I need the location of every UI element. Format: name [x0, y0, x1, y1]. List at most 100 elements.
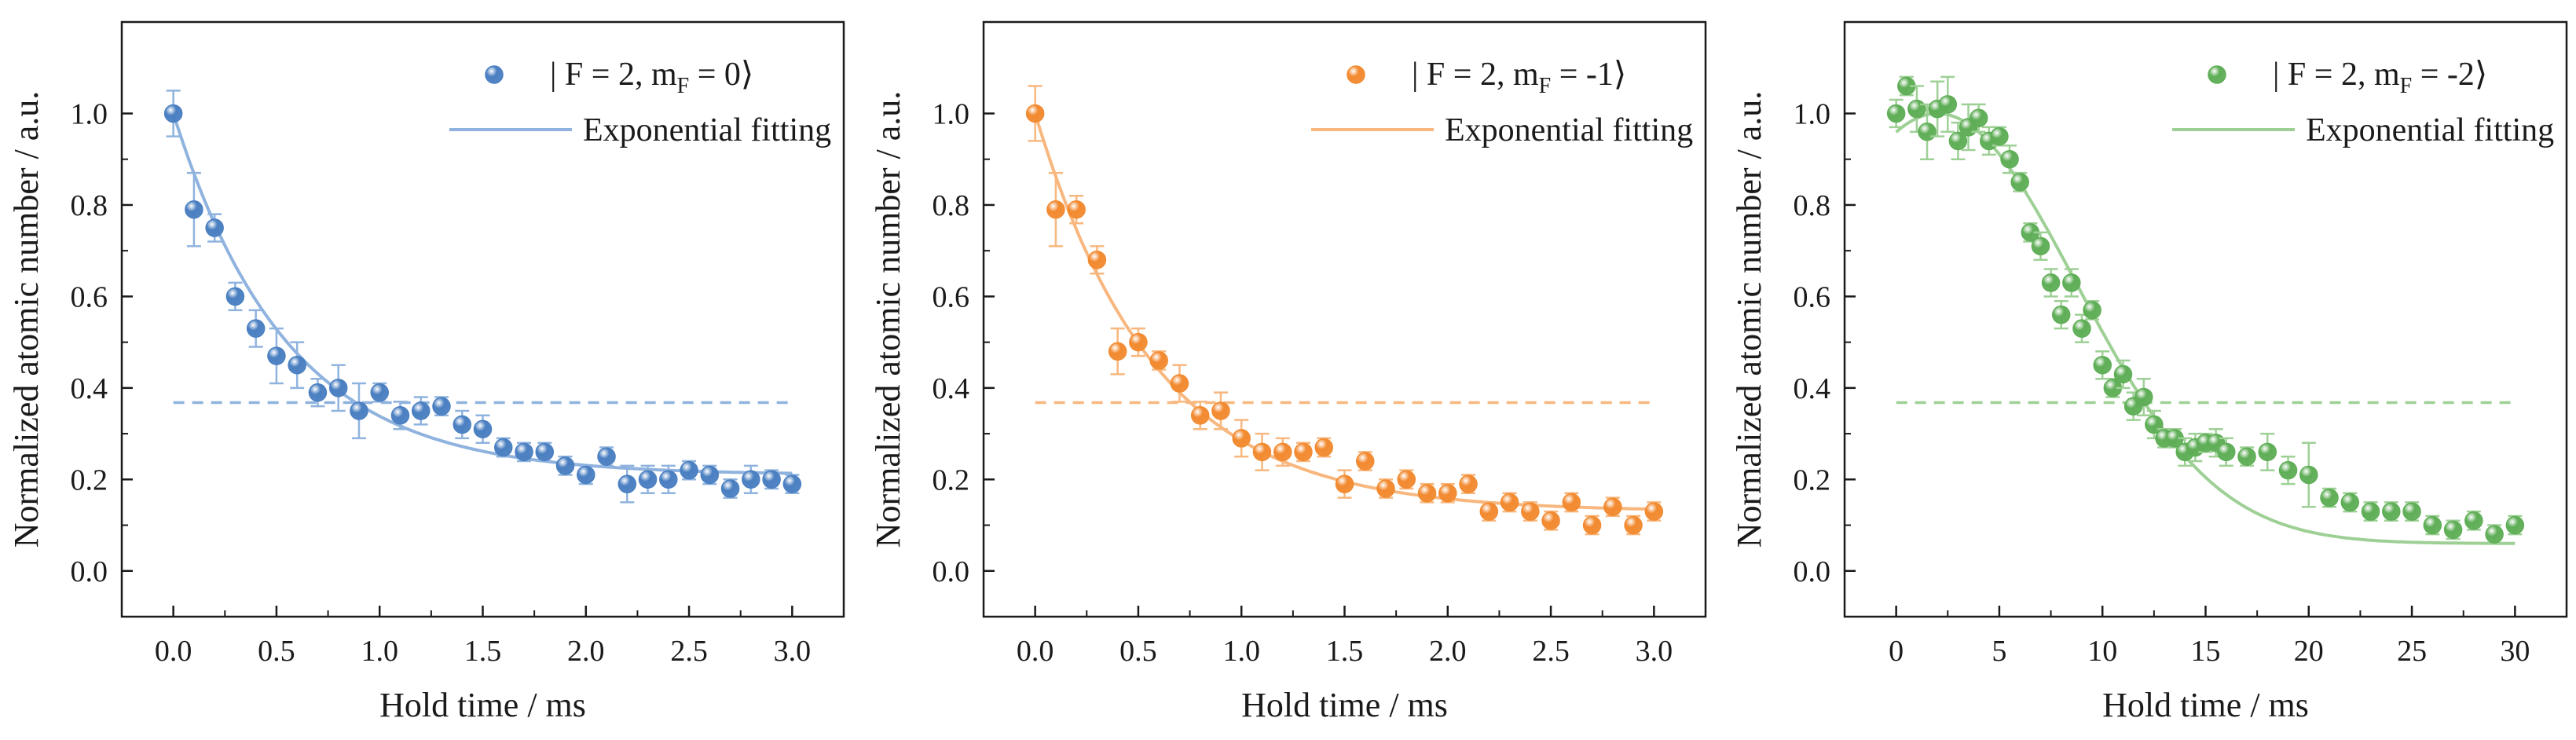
data-point: [1521, 502, 1540, 521]
y-tick-label: 0.6: [71, 280, 108, 313]
data-point: [1025, 104, 1045, 123]
data-point: [1907, 99, 1926, 119]
legend-label-fit: Exponential fitting: [1445, 112, 1693, 148]
legend-prefix: | F = 2, m: [2273, 57, 2400, 93]
data-point: [1479, 502, 1499, 521]
data-point: [659, 470, 678, 489]
data-point: [267, 346, 286, 365]
data-point: [432, 397, 451, 416]
x-axis-title: Hold time / ms: [1241, 686, 1448, 724]
data-point: [1541, 511, 1560, 530]
data-point: [1397, 470, 1416, 489]
x-axis-title: Hold time / ms: [379, 686, 586, 724]
data-point: [1938, 95, 1958, 114]
x-tick-label: 0.5: [258, 635, 295, 668]
data-point: [1252, 442, 1272, 462]
data-point: [700, 465, 720, 485]
data-point: [1562, 493, 1581, 512]
y-tick-label: 0.6: [1794, 280, 1831, 313]
data-point: [2010, 173, 2029, 192]
x-tick-label: 15: [2191, 635, 2221, 668]
data-point: [2340, 493, 2360, 512]
legend-subscript: F: [2400, 74, 2413, 98]
legend-prefix: | F = 2, m: [1412, 57, 1539, 93]
y-tick-label: 1.0: [1794, 97, 1831, 130]
plot-frame: [120, 20, 845, 618]
data-point: [782, 474, 802, 493]
data-point: [742, 470, 760, 489]
data-point: [1500, 493, 1519, 512]
data-point: [225, 287, 245, 306]
y-tick-label: 0.2: [71, 463, 108, 496]
x-tick-label: 3.0: [1636, 635, 1673, 668]
data-point: [1335, 474, 1354, 493]
x-tick-label: 0: [1889, 635, 1904, 668]
x-tick-label: 2.5: [670, 635, 708, 668]
fit-curve: [1895, 112, 2516, 545]
legend: | F = 2, mF = -2⟩ Exponential fitting: [2172, 57, 2554, 148]
data-point: [1624, 515, 1643, 535]
data-point: [1314, 438, 1333, 457]
y-tick-label: 0.8: [933, 189, 970, 222]
data-point: [205, 218, 224, 237]
data-point: [2382, 502, 2401, 521]
x-tick-label: 1.5: [464, 635, 502, 668]
y-tick-label: 0.0: [71, 555, 108, 588]
legend-label-data: | F = 2, mF = -1⟩: [1412, 57, 1626, 98]
data-point: [2237, 447, 2256, 466]
legend-marker: [2208, 65, 2226, 84]
chart-panel-1: 0.0 0.5 1.0 1.5 2.0 2.5 3.0 0.0 0.2 0.4 0.6 0.8 1.0 H…: [7, 20, 845, 724]
y-tick-label: 0.8: [1794, 189, 1831, 222]
data-point: [2217, 442, 2236, 462]
x-tick-label: 1.5: [1326, 635, 1364, 668]
data-point: [246, 319, 266, 338]
data-point: [638, 470, 658, 489]
legend-prefix: | F = 2, m: [550, 57, 677, 93]
legend-label-fit: Exponential fitting: [2306, 112, 2554, 148]
data-point: [390, 406, 410, 425]
data-point: [411, 401, 431, 420]
data-point: [1438, 484, 1457, 503]
data-point: [720, 479, 740, 498]
legend: | F = 2, mF = 0⟩ Exponential fitting: [449, 57, 831, 148]
data-point: [453, 415, 471, 434]
legend-subscript: F: [677, 74, 690, 98]
x-tick-label: 2.5: [1532, 635, 1570, 668]
y-tick-label: 0.0: [1794, 555, 1831, 588]
x-tick-label: 2.0: [567, 635, 605, 668]
y-tick-label: 0.6: [933, 280, 970, 313]
data-point: [1170, 374, 1189, 393]
data-point: [1969, 108, 1988, 128]
y-axis-title: Normalized atomic number / a.u.: [1730, 91, 1768, 548]
data-point: [2031, 236, 2050, 256]
y-tick-label: 0.4: [1794, 372, 1831, 405]
data-point: [1273, 442, 1292, 462]
data-point: [2443, 520, 2463, 540]
data-point: [1459, 474, 1478, 493]
data-point: [1087, 251, 1107, 269]
x-tick-label: 30: [2500, 635, 2530, 668]
legend: | F = 2, mF = -1⟩ Exponential fitting: [1311, 57, 1693, 148]
data-point: [1417, 484, 1437, 503]
x-tick-label: 0.5: [1119, 635, 1157, 668]
data-point: [597, 447, 616, 466]
data-point: [2072, 319, 2091, 338]
y-tick-label: 0.8: [71, 189, 108, 222]
data-point: [2134, 387, 2153, 407]
y-tick-label: 1.0: [71, 97, 108, 130]
data-point: [2062, 273, 2081, 292]
legend-label-data: | F = 2, mF = 0⟩: [550, 57, 753, 98]
data-point: [1644, 502, 1664, 521]
data-point: [2505, 515, 2525, 535]
x-tick-label: 1.0: [1222, 635, 1260, 668]
x-tick-label: 20: [2294, 635, 2324, 668]
legend-subscript: F: [1539, 74, 1552, 98]
data-point: [185, 200, 203, 219]
y-axis-title: Normalized atomic number / a.u.: [869, 91, 907, 548]
x-tick-label: 25: [2397, 635, 2427, 668]
y-tick-label: 0.2: [933, 463, 970, 496]
data-point: [2485, 525, 2504, 544]
data-point: [680, 460, 698, 480]
data-point: [370, 383, 389, 402]
